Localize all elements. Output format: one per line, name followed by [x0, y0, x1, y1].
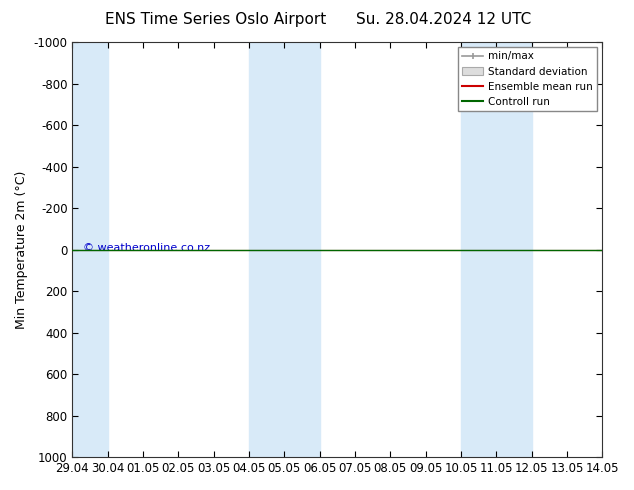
Text: © weatheronline.co.nz: © weatheronline.co.nz [83, 243, 210, 252]
Bar [72, 42, 108, 457]
Text: Su. 28.04.2024 12 UTC: Su. 28.04.2024 12 UTC [356, 12, 531, 27]
Legend: min/max, Standard deviation, Ensemble mean run, Controll run: min/max, Standard deviation, Ensemble me… [458, 47, 597, 111]
Bar [461, 42, 496, 457]
Text: ENS Time Series Oslo Airport: ENS Time Series Oslo Airport [105, 12, 326, 27]
Y-axis label: Min Temperature 2m (°C): Min Temperature 2m (°C) [15, 171, 28, 329]
Bar [285, 42, 320, 457]
Bar [496, 42, 531, 457]
Bar [249, 42, 285, 457]
